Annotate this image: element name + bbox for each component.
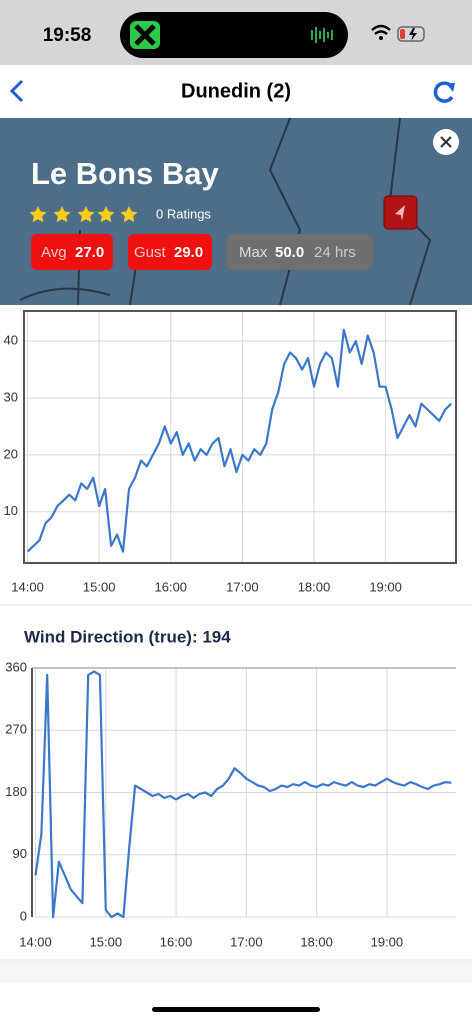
audio-wave — [311, 27, 333, 43]
y-tick-label: 10 — [4, 503, 18, 518]
max-period: 24 hrs — [314, 244, 356, 261]
x-tick-label: 15:00 — [90, 934, 123, 949]
station-name: Le Bons Bay — [31, 156, 220, 191]
status-time: 19:58 — [43, 25, 92, 46]
x-tick-label: 15:00 — [83, 579, 116, 594]
gust-value: 29.0 — [174, 244, 203, 261]
data-line — [26, 328, 452, 553]
wifi-icon — [371, 24, 391, 36]
nav-title: Dunedin (2) — [181, 80, 291, 102]
home-indicator — [152, 1007, 320, 1012]
battery-level — [400, 29, 405, 39]
plot-area — [24, 311, 456, 563]
plot-frame — [23, 310, 457, 564]
x-tick-label: 14:00 — [11, 579, 44, 594]
y-tick-label: 0 — [20, 908, 27, 923]
wifi-dot — [379, 36, 383, 40]
data-line — [34, 670, 452, 919]
max-badge — [226, 234, 373, 270]
ratings-count: 0 Ratings — [156, 206, 211, 221]
avg-label: Avg — [41, 244, 67, 261]
rating-stars — [29, 206, 138, 223]
x-tick-label: 16:00 — [155, 579, 188, 594]
x-tick-label: 16:00 — [160, 934, 193, 949]
y-tick-label: 180 — [5, 784, 27, 799]
gust-badge — [128, 234, 212, 270]
x-tick-label: 18:00 — [298, 579, 331, 594]
x-tick-label: 17:00 — [230, 934, 263, 949]
y-tick-label: 30 — [4, 389, 18, 404]
back-button[interactable] — [9, 79, 24, 103]
y-tick-label: 90 — [13, 846, 27, 861]
y-tick-label: 270 — [5, 722, 27, 737]
refresh-button[interactable] — [433, 81, 454, 103]
charging-bolt — [409, 28, 417, 41]
marker-arrow — [395, 205, 405, 221]
chart-title: Wind Direction (true): 194 — [24, 627, 231, 646]
max-value: 50.0 — [275, 244, 304, 261]
x-tick-label: 19:00 — [369, 579, 402, 594]
gust-label: Gust — [134, 244, 167, 261]
x-tick-label: 18:00 — [300, 934, 333, 949]
avg-value: 27.0 — [75, 244, 104, 261]
app-icon-x — [134, 24, 156, 46]
footer-gap — [0, 961, 472, 983]
y-tick-label: 40 — [4, 333, 18, 348]
x-tick-label: 19:00 — [371, 934, 404, 949]
max-label: Max — [239, 244, 268, 261]
dynamic-island — [120, 12, 348, 58]
nav-bar — [0, 65, 472, 118]
y-tick-label: 360 — [5, 659, 27, 674]
x-tick-label: 17:00 — [226, 579, 259, 594]
refresh-arrow — [446, 83, 455, 92]
y-tick-label: 20 — [4, 446, 18, 461]
close-x — [440, 136, 452, 148]
x-tick-label: 14:00 — [19, 934, 52, 949]
avg-badge — [31, 234, 113, 270]
